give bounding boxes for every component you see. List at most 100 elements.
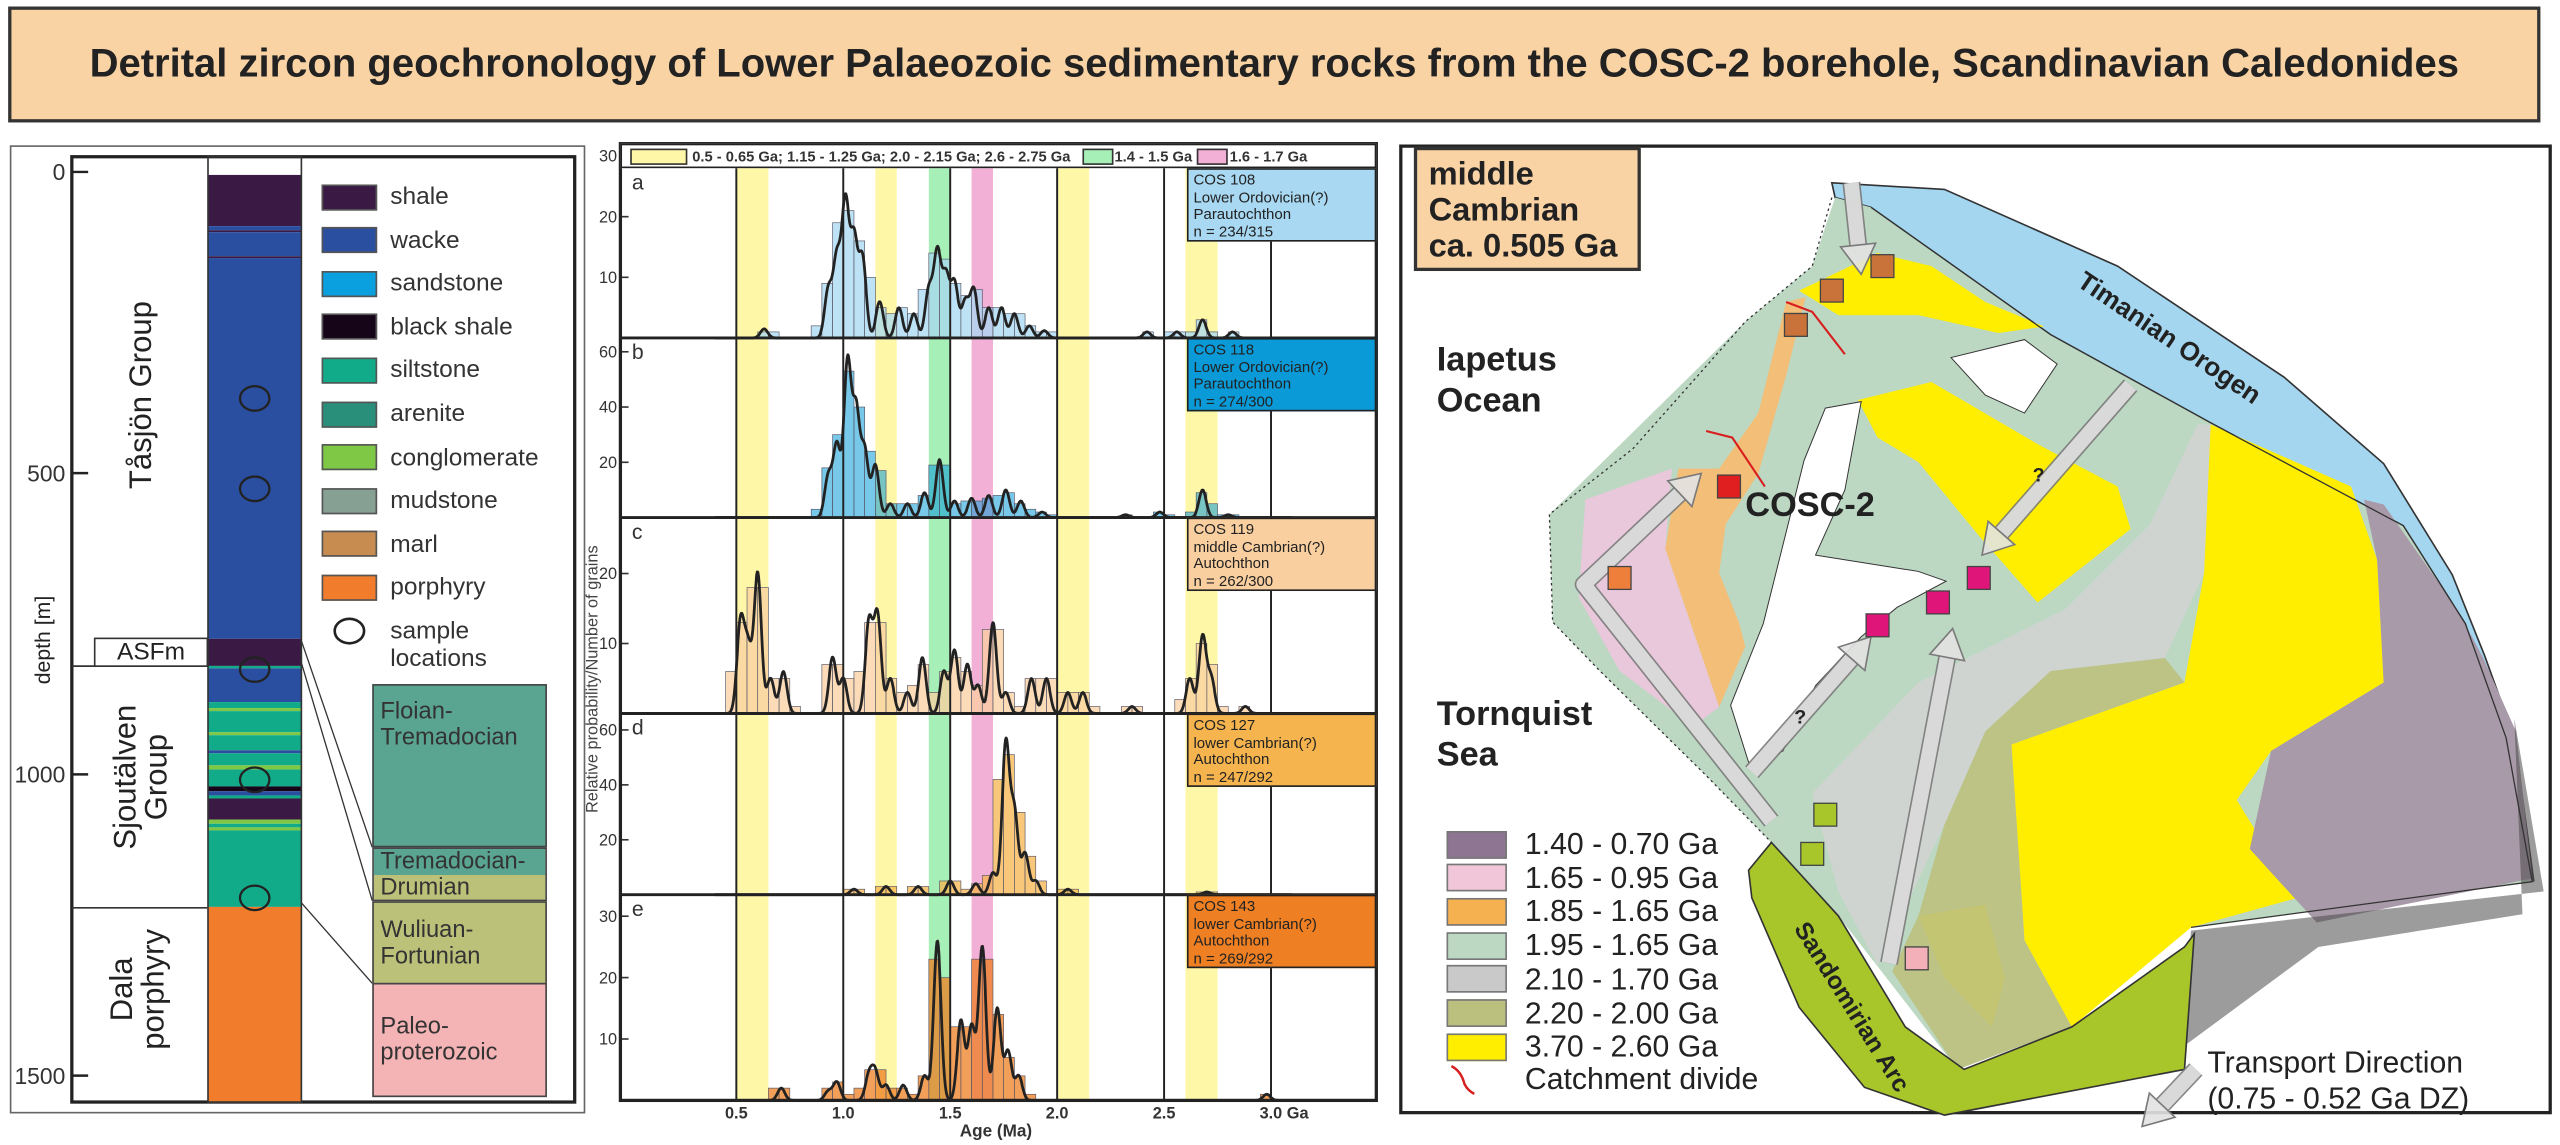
group-label-line: Sjoutälven — [109, 704, 144, 850]
legend-label: sandstone — [390, 269, 504, 298]
lithology-layer — [208, 823, 302, 828]
panel-letter: e — [632, 898, 644, 921]
lithology-layer — [208, 735, 302, 751]
map-legend-label: 1.95 - 1.65 Ga — [1524, 927, 1719, 962]
sample-locations — [238, 385, 271, 912]
column-outline — [207, 155, 303, 1103]
stage-label-line: Tremadocian — [380, 724, 518, 752]
zone-1-65-0-95-ga — [1578, 468, 1720, 727]
panel-letter: d — [632, 717, 644, 740]
lithology-layer — [208, 230, 302, 233]
zone-2-20-2-00-ga — [1892, 657, 2185, 1070]
label-line: Iapetus — [1436, 341, 1557, 379]
cosc-2-site-marker — [1716, 474, 1742, 499]
y-tick-label: 10 — [599, 635, 617, 653]
stage-label-line: Tremadocian- — [380, 848, 526, 876]
map-legend-label: 1.40 - 0.70 Ga — [1524, 826, 1719, 861]
lithology-layer — [208, 668, 302, 703]
label-line: Sea — [1436, 736, 1498, 774]
legend-label: 0.5 - 0.65 Ga; 1.15 - 1.25 Ga; 2.0 - 2.1… — [692, 147, 1071, 165]
uncertain-transport-marker: ? — [2032, 463, 2045, 487]
transport-arrow-shaft — [1995, 380, 2137, 538]
lithology-layer — [208, 769, 302, 787]
lithology-layer — [208, 174, 302, 227]
tornquist-sea-label: Tornquist Sea — [1437, 694, 1593, 776]
sample-label-line: n = 234/315 — [1193, 223, 1274, 240]
y-tick-label: 60 — [599, 343, 617, 361]
legend-swatch-pink — [1197, 147, 1229, 165]
legend-label: shale — [390, 182, 449, 211]
sample-label-line: COS 119 — [1193, 520, 1255, 538]
legend-item-siltstone: siltstone — [321, 357, 480, 384]
transport-arrow-head — [1666, 472, 1703, 509]
legend-swatch — [321, 357, 378, 384]
group-label-line: Group — [140, 734, 175, 821]
legend-label-line: sample — [390, 617, 470, 645]
chart-y-axis-label: Relative probability/Number of grains — [584, 545, 603, 814]
legend-label: wacke — [390, 226, 460, 255]
lithology-layer — [208, 256, 302, 259]
column-frame — [70, 155, 577, 1104]
map-legend-item: 1.40 - 0.70 Ga — [1446, 826, 1719, 861]
legend-label: arenite — [390, 399, 466, 428]
y-tick-label: 40 — [599, 777, 617, 795]
x-tick-label: 1.5 — [939, 1104, 962, 1122]
sample-label-line: Lower Ordovician(?) — [1193, 188, 1329, 206]
landmass-dotted-margin — [1548, 197, 1833, 843]
panel-letter: a — [632, 171, 644, 194]
sample-label-box-d: COS 127 lower Cambrian(?) Autochthon n = 24… — [1186, 713, 1377, 787]
legend-swatch — [321, 227, 378, 254]
transport-arrow-head — [1839, 242, 1877, 276]
legend-swatch — [321, 574, 378, 601]
label-line: Transport Direction — [2207, 1044, 2464, 1080]
catchment-divide-line — [1785, 301, 1846, 355]
group-label-line: Tåsjön Group — [124, 301, 160, 490]
correlation-line — [300, 902, 373, 984]
transport-arrows — [1574, 181, 2203, 1128]
sample-site-marker — [1783, 312, 1808, 337]
uncertain-transport-marker: ? — [1794, 705, 1807, 729]
stage-box-floian-tremadocian: Floian- Tremadocian — [372, 684, 547, 848]
landmass-outline — [1870, 206, 2534, 928]
title-banner: Detrital zircon geochronology of Lower P… — [8, 6, 2541, 123]
depth-tick-label: 500 — [27, 460, 65, 486]
stage-label-line: Fortunian — [380, 943, 481, 970]
sample-label-line: COS 127 — [1193, 716, 1256, 734]
histogram-bar — [832, 664, 844, 714]
legend-item-marl: marl — [321, 530, 438, 558]
lithology-layer — [208, 258, 302, 639]
sample-site-marker — [1800, 841, 1825, 866]
lithology-layer — [208, 906, 302, 1103]
map-legend-swatch — [1446, 1032, 1507, 1061]
transport-direction-label: Transport Direction (0.75 - 0.52 Ga DZ) — [2207, 1045, 2469, 1117]
age-box-line: middle — [1428, 156, 1534, 193]
map-legend-item: 3.70 - 2.60 Ga — [1446, 1029, 1718, 1063]
sample-label-line: n = 269/292 — [1193, 949, 1274, 967]
lithology-layer — [208, 795, 302, 799]
zone-1-40-0-70-ga — [2249, 499, 2533, 923]
sample-label-line: Autochthon — [1193, 932, 1270, 949]
y-tick-label: 20 — [599, 969, 617, 987]
y-tick-label: 20 — [599, 831, 617, 849]
map-legend-item: 1.65 - 0.95 Ga — [1446, 860, 1718, 894]
transport-arrow-shaft — [1576, 488, 1778, 826]
x-tick-label: 2.5 — [1153, 1104, 1176, 1122]
figure-title: Detrital zircon geochronology of Lower P… — [89, 41, 2460, 86]
map-legend-item: 1.85 - 1.65 Ga — [1446, 893, 1719, 928]
age-band — [1057, 168, 1090, 1101]
legend-swatch — [321, 313, 378, 341]
map-legend-item: 2.20 - 2.00 Ga — [1446, 995, 1718, 1029]
sample-label-line: Autochthon — [1193, 751, 1270, 768]
group-label-tasjon: Tåsjön Group — [124, 301, 160, 490]
depth-tick-label: 1500 — [14, 1063, 65, 1089]
transport-arrow-head — [1980, 519, 2017, 557]
legend-item-sandstone: sandstone — [321, 269, 504, 298]
label-line: Ocean — [1436, 382, 1542, 420]
map-legend-label: 1.85 - 1.65 Ga — [1524, 893, 1719, 928]
sample-label-box-b: COS 118 Lower Ordovician(?) Parautochthon n… — [1186, 337, 1377, 412]
sample-site-marker — [1607, 565, 1632, 591]
detrital-zircon-chart: 10 20 30 a 20 40 60 b 10 20 c 20 40 60 d 10 20 30 e 0.5 1.0 1… — [599, 142, 1378, 1122]
lithology-layer — [208, 638, 302, 666]
zone-3-70-2-60-ga-east — [2011, 424, 2384, 1027]
